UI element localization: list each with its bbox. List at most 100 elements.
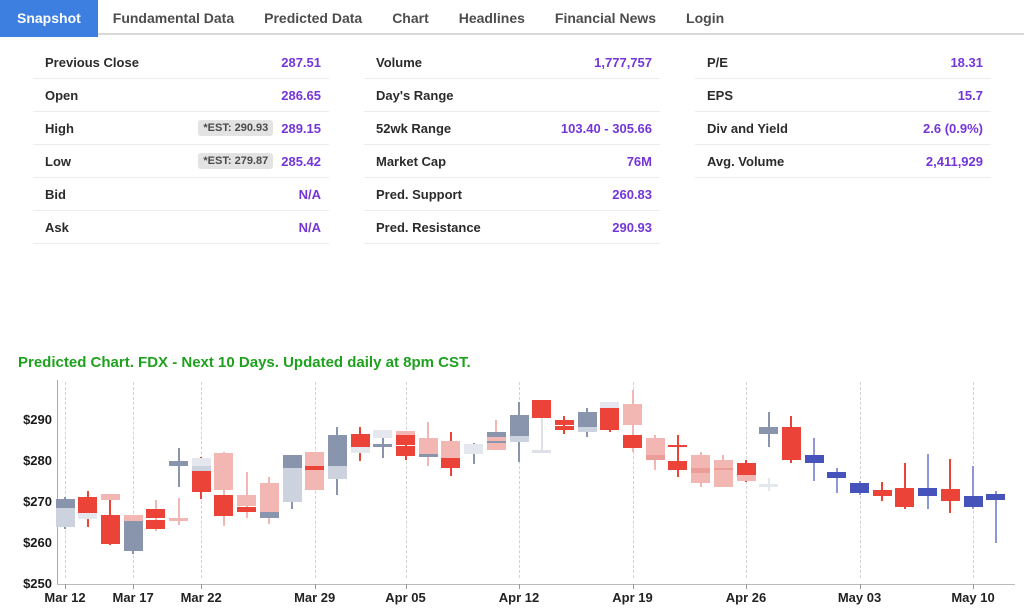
x-tick-label: Apr 12 (498, 590, 540, 605)
candle-body (327, 465, 347, 480)
quote-row: P/E 18.31 (695, 46, 991, 79)
quote-value: 260.83 (612, 186, 652, 202)
candle-body (645, 438, 665, 460)
candle-body (259, 512, 279, 519)
candle-body (396, 430, 415, 436)
quote-row: Div and Yield 2.6 (0.9%) (695, 112, 991, 145)
candle-body (623, 404, 642, 426)
x-tick (973, 584, 974, 589)
candle-body (191, 465, 211, 472)
candle-body (940, 488, 960, 502)
quote-value: 285.42 (281, 153, 321, 169)
quote-column: P/E 18.31 EPS 15.7 Div and Yield 2.6 (0.9%) Av… (695, 46, 991, 244)
quote-label: Low (45, 153, 71, 169)
y-tick-label: $280 (23, 453, 52, 468)
candle-body (827, 472, 847, 479)
candle-body (918, 487, 938, 496)
candle-body (214, 452, 234, 490)
candle-body (396, 435, 415, 445)
top-nav: Snapshot Fundamental Data Predicted Data Ch… (0, 0, 1024, 35)
quote-summary: Previous Close 287.51 Open 286.65 High *EST: … (33, 46, 991, 244)
candle-body (237, 494, 257, 507)
candle-body (532, 400, 552, 418)
tab-headlines[interactable]: Headlines (458, 9, 525, 26)
tab-snapshot[interactable]: Snapshot (0, 0, 98, 35)
x-tick (65, 584, 66, 589)
candle-wick (177, 497, 180, 525)
candle-body (759, 483, 779, 488)
candle-body (554, 425, 574, 430)
quote-label: Avg. Volume (707, 153, 785, 169)
quote-label: P/E (707, 54, 728, 70)
candle-body (804, 454, 824, 463)
gridline (405, 382, 407, 578)
gridline (859, 382, 861, 578)
candle-body (645, 454, 665, 460)
quote-value: 286.65 (281, 87, 321, 103)
tab-fundamental-data[interactable]: Fundamental Data (112, 9, 235, 26)
candle-body (441, 440, 461, 458)
quote-label: Previous Close (45, 54, 139, 70)
x-tick (201, 584, 203, 589)
candle-body (441, 457, 461, 468)
candle-body (169, 461, 188, 467)
quote-value: 290.93 (612, 219, 652, 235)
candle-body (509, 414, 529, 437)
estimate-badge: *EST: 279.87 (198, 153, 274, 169)
quote-row: Bid N/A (33, 178, 329, 211)
tab-financial-news[interactable]: Financial News (554, 9, 657, 26)
quote-row: Market Cap 76M (364, 145, 660, 178)
x-tick-label: Apr 05 (385, 590, 426, 605)
quote-row: Volume 1,777,757 (364, 46, 660, 79)
candle-body (237, 506, 257, 513)
candle-body (78, 497, 98, 513)
candle-body (373, 443, 393, 448)
gridline (519, 382, 520, 578)
candle-body (146, 508, 166, 519)
x-tick-label: May 10 (951, 590, 995, 605)
candle-body (895, 487, 915, 507)
quote-label: Volume (376, 54, 422, 70)
x-tick-label: Apr 19 (612, 590, 653, 605)
candle-body (418, 438, 438, 454)
candle-body (532, 450, 552, 454)
candle-body (963, 496, 983, 507)
quote-value: 1,777,757 (594, 54, 652, 70)
quote-label: Pred. Resistance (376, 219, 481, 235)
quote-value: 2,411,929 (925, 153, 983, 169)
candle-body (736, 462, 756, 475)
gridline (133, 382, 135, 578)
x-tick (632, 584, 634, 589)
quote-row: EPS 15.7 (695, 79, 991, 112)
candle-body (691, 468, 711, 474)
quote-column: Volume 1,777,757 Day's Range 52wk Range 103.… (364, 46, 660, 244)
candle-body (146, 519, 166, 530)
y-tick-label: $270 (23, 494, 52, 509)
candle-wick (926, 453, 929, 510)
quote-label: 52wk Range (376, 120, 452, 136)
tab-predicted-data[interactable]: Predicted Data (264, 9, 363, 26)
candle-body (350, 433, 370, 448)
candle-body (78, 512, 98, 520)
candle-body (100, 494, 120, 501)
candle-body (668, 461, 688, 470)
y-tick-label: $290 (23, 412, 52, 427)
candle-body (327, 435, 347, 466)
tab-chart[interactable]: Chart (392, 9, 429, 26)
candle-body (713, 459, 733, 487)
candle-wick (972, 466, 974, 510)
candle-body (55, 507, 75, 528)
x-tick-label: Mar 29 (294, 590, 336, 605)
candle-wick (994, 490, 997, 543)
quote-value: 18.31 (950, 54, 983, 70)
candle-body (169, 517, 188, 521)
tab-login[interactable]: Login (686, 9, 725, 26)
quote-value: N/A (298, 219, 321, 235)
candle-body (577, 426, 597, 433)
quote-value: 287.51 (281, 54, 321, 70)
candle-body (464, 443, 484, 454)
candle-body (100, 515, 120, 544)
candle-wick (676, 434, 679, 477)
